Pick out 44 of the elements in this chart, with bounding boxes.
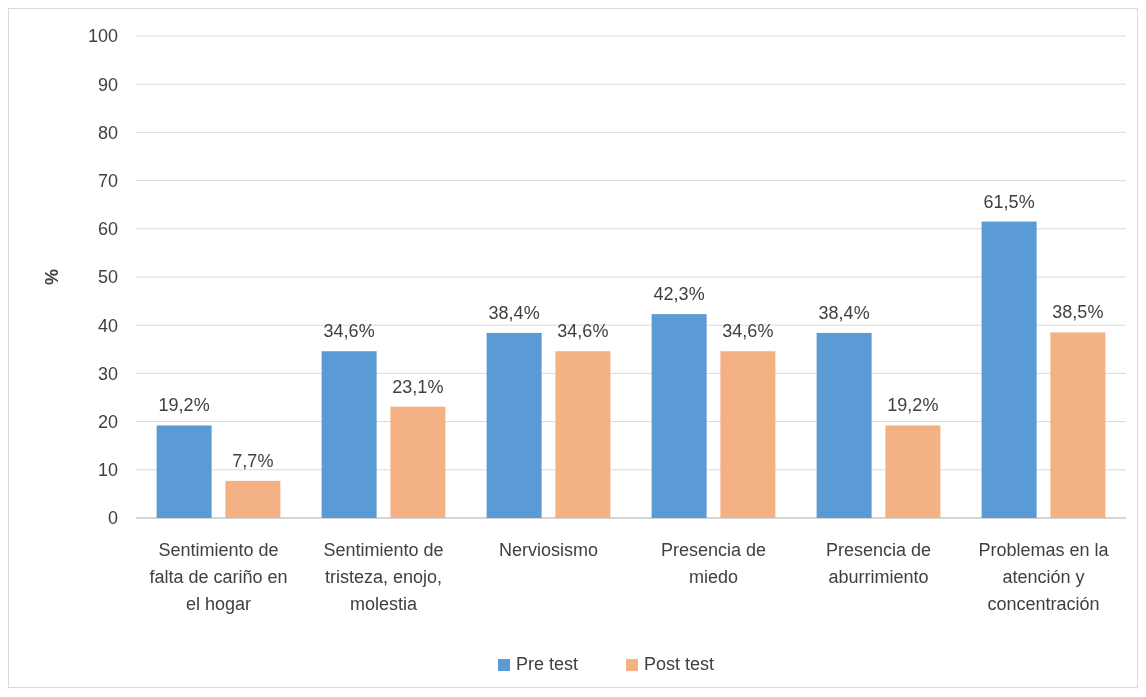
y-tick-label: 70 [97, 170, 118, 191]
bar [225, 480, 281, 518]
data-label: 19,2% [887, 395, 939, 416]
y-tick-label: 40 [97, 315, 118, 336]
data-label: 38,4% [488, 302, 540, 323]
data-label: 23,1% [392, 376, 444, 397]
y-axis-title: % [42, 268, 62, 286]
data-label: 34,6% [323, 321, 375, 342]
x-tick-label: Presencia de aburrimiento [825, 540, 932, 587]
x-tick-label: Presencia de miedo [660, 540, 767, 587]
y-tick-label: 20 [97, 411, 118, 432]
data-label: 19,2% [158, 395, 210, 416]
data-label: 38,5% [1052, 302, 1104, 323]
y-tick-label: 80 [97, 122, 118, 143]
legend-label: Pre test [516, 654, 579, 674]
data-label: 42,3% [653, 284, 705, 305]
y-tick-label: 50 [97, 267, 118, 288]
bar [885, 425, 941, 518]
y-tick-label: 30 [97, 363, 118, 384]
data-label: 38,4% [818, 302, 870, 323]
x-tick-label: Problemas en la atención y concentración [978, 540, 1110, 614]
bar [156, 425, 212, 518]
bar [981, 221, 1037, 518]
bar [486, 332, 542, 518]
data-label: 34,6% [722, 321, 774, 342]
y-tick-label: 90 [97, 74, 118, 95]
y-tick-label: 0 [107, 508, 118, 529]
y-tick-label: 100 [87, 26, 118, 47]
x-tick-label: Sentimiento de falta de cariño en el hogar [149, 540, 288, 614]
bar [555, 351, 611, 518]
x-tick-label: Nerviosismo [498, 540, 599, 560]
legend-label: Post test [644, 654, 715, 674]
data-label: 34,6% [557, 321, 609, 342]
data-label: 61,5% [983, 191, 1035, 212]
bar [651, 314, 707, 518]
bar [1050, 332, 1106, 518]
bar [390, 406, 446, 518]
data-label: 7,7% [232, 450, 274, 471]
y-tick-label: 10 [97, 460, 118, 481]
bar [720, 351, 776, 518]
x-tick-label: Sentimiento de tristeza, enojo, molestia [323, 540, 444, 614]
y-tick-label: 60 [97, 219, 118, 240]
bar [321, 351, 377, 518]
bar [816, 332, 872, 518]
